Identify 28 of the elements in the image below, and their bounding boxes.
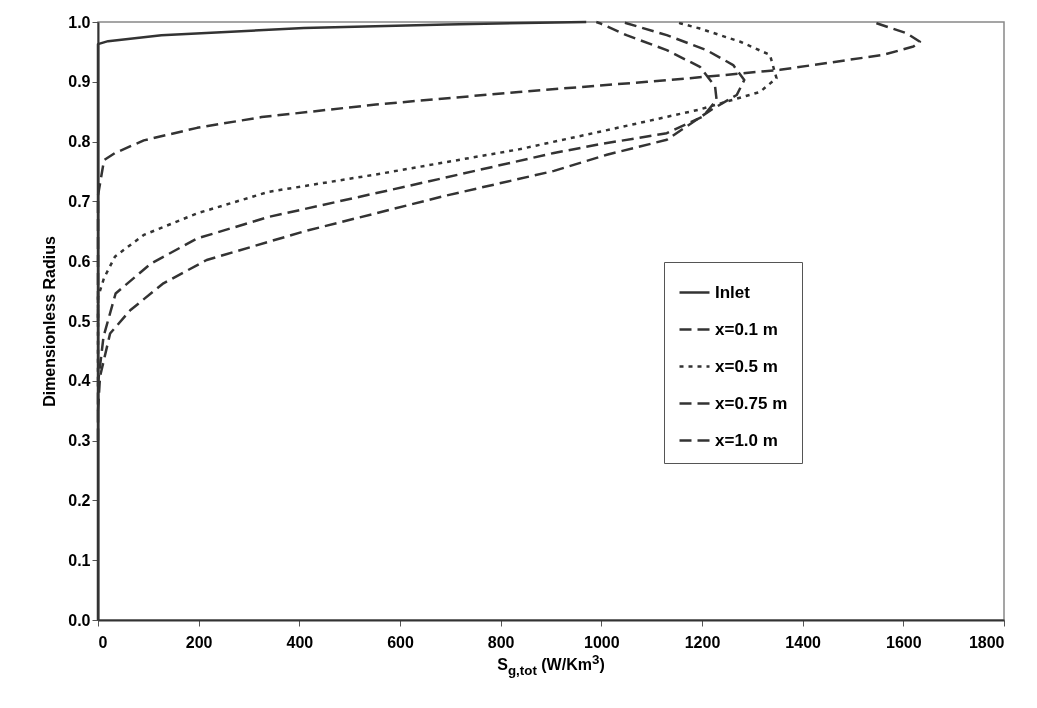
x-tick-label: 600 (387, 633, 414, 651)
y-tick-label: 1.0 (68, 13, 91, 31)
y-tick-label: 0.3 (68, 432, 91, 450)
x-tick-label: 1400 (785, 633, 822, 651)
x-tick-label: 1200 (684, 633, 721, 651)
legend-label: x=0.75 m (715, 393, 788, 413)
x-tick-label: 0 (98, 633, 108, 651)
x-tick-label: 1800 (968, 633, 1005, 651)
x-tick-label: 200 (185, 633, 213, 651)
legend-label: x=0.5 m (715, 356, 778, 376)
y-tick-label: 0.5 (68, 312, 91, 330)
y-tick-label: 0.7 (68, 192, 91, 210)
legend-label: x=1.0 m (715, 430, 778, 450)
x-tick-label: 1600 (886, 633, 922, 651)
x-tick-label: 800 (487, 633, 515, 651)
y-tick-label: 0.1 (68, 551, 91, 569)
y-tick-label: 0.6 (68, 252, 91, 270)
legend-label: x=0.1 m (715, 319, 778, 339)
y-axis-title: Dimensionless Radius (41, 236, 59, 407)
legend-label: Inlet (715, 282, 751, 302)
y-tick-label: 0.9 (68, 73, 91, 91)
y-tick-label: 0.0 (68, 611, 91, 629)
y-tick-label: 0.4 (68, 372, 91, 390)
x-tick-label: 400 (286, 633, 314, 651)
x-tick-label: 1000 (584, 633, 620, 651)
x-axis-title: S$_{g,tot}$ (W/Km$^{3}$) (496, 652, 606, 678)
y-tick-label: 0.2 (68, 491, 91, 509)
y-tick-label: 0.8 (68, 133, 91, 151)
